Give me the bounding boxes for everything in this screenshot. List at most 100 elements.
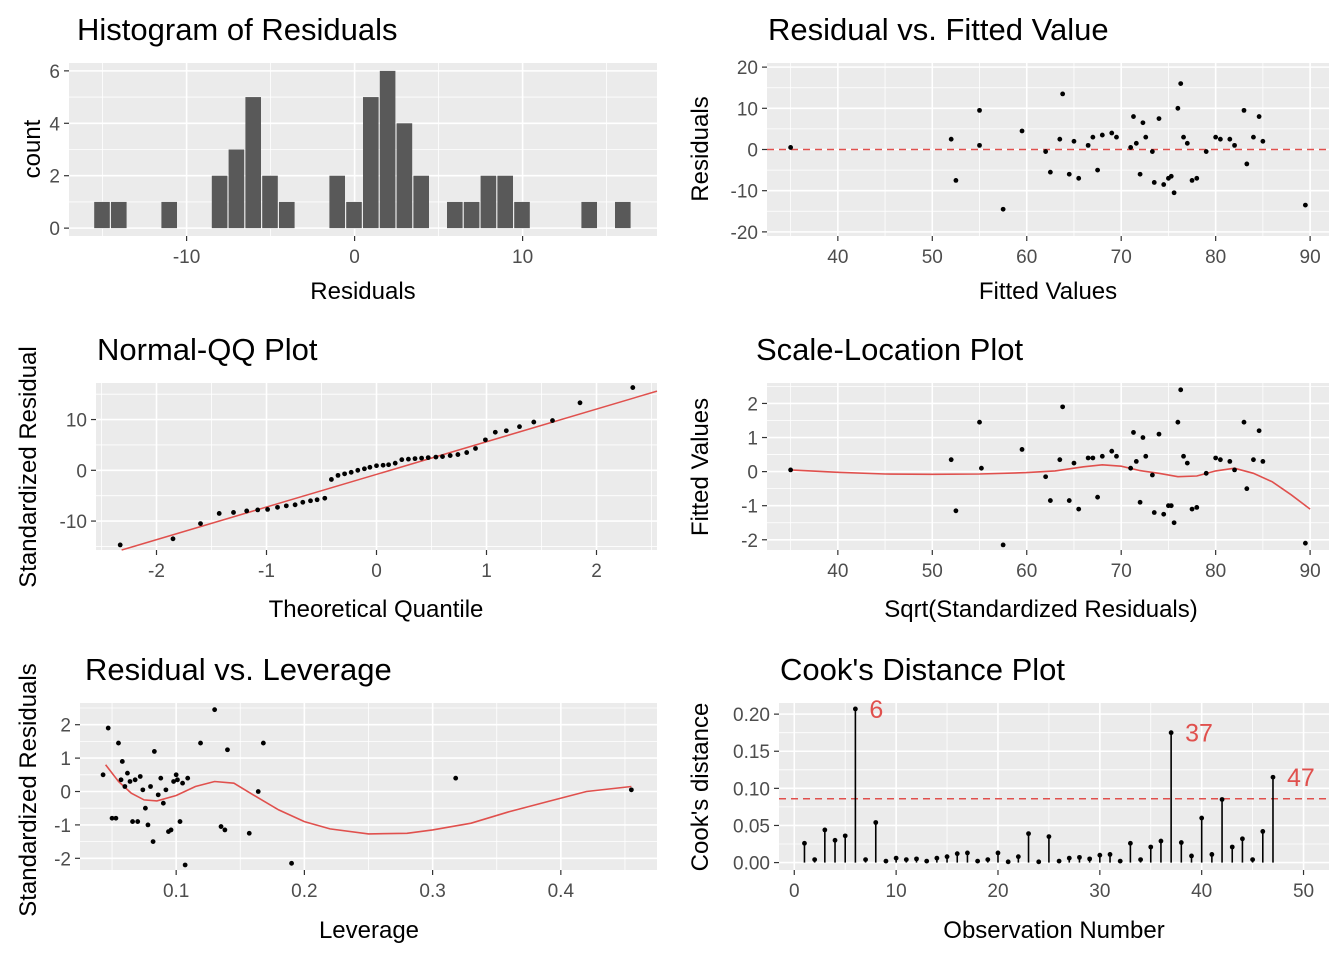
qq-point — [550, 418, 555, 423]
cooks-point — [802, 840, 807, 846]
leverage-point — [122, 784, 128, 789]
sl-y-tick-label: 0 — [747, 463, 758, 484]
qq-x-label: Theoretical Quantile — [269, 596, 484, 623]
scale-location-point — [1251, 457, 1256, 463]
qq-point — [406, 456, 411, 462]
ck-y-tick-label: 0.05 — [733, 816, 770, 837]
cooks-point — [985, 857, 991, 863]
leverage-point — [140, 787, 146, 793]
scale-location-point — [948, 457, 954, 463]
sl-x-tick-label: 80 — [1205, 561, 1226, 582]
residual-fitted-title: Residual vs. Fitted Value — [768, 12, 1109, 47]
scale-location-point — [1244, 486, 1250, 492]
residual-point — [1047, 169, 1053, 175]
scale-location-point — [1171, 520, 1177, 526]
hist-x-tick-label: 0 — [349, 247, 360, 268]
residual-point — [1066, 171, 1072, 177]
residual-point — [1232, 142, 1237, 148]
qq-point — [492, 429, 498, 435]
scale-location-point — [1131, 430, 1136, 435]
qq-point — [255, 507, 261, 513]
scale-location-panel: Scale-Location Plot 40 50 60 70 80 90 -2 -1 0 1 2… — [672, 320, 1344, 640]
scale-location-point — [1071, 460, 1077, 466]
residual-point — [1181, 134, 1186, 140]
residual-point — [1090, 134, 1096, 140]
ck-x-tick-label: 10 — [886, 881, 907, 902]
cooks-distance-plot-area — [779, 703, 1329, 870]
qq-point — [348, 469, 354, 475]
rf-y-tick-label: -10 — [731, 182, 758, 203]
qq-point — [447, 453, 453, 458]
cooks-outlier-label: 47 — [1287, 764, 1315, 792]
cooks-point — [1036, 859, 1042, 865]
ck-y-tick-label: 0.10 — [733, 779, 770, 800]
cooks-point — [975, 858, 981, 864]
scale-location-point — [1168, 503, 1174, 509]
scale-location-point — [953, 508, 959, 514]
cooks-point — [1240, 836, 1245, 842]
residual-point — [1114, 134, 1119, 140]
cooks-point — [954, 851, 960, 857]
residual-point — [1203, 149, 1209, 154]
histogram-bar — [346, 201, 362, 229]
scale-location-point — [1151, 510, 1157, 515]
histogram-bar — [447, 201, 463, 229]
scale-location-point — [1109, 448, 1115, 454]
sl-x-tick-label: 50 — [922, 561, 943, 582]
residual-point — [1244, 161, 1250, 167]
ck-x-tick-label: 20 — [987, 881, 1008, 902]
leverage-point — [453, 775, 459, 781]
residual-point — [1217, 136, 1223, 142]
cooks-outlier-label: 6 — [869, 696, 883, 724]
scale-location-point — [1114, 453, 1119, 459]
sl-y-tick-label: -2 — [741, 531, 758, 552]
leverage-point — [173, 772, 179, 778]
rl-y-tick-label: 0 — [60, 783, 71, 804]
leverage-point — [116, 740, 121, 746]
qq-point — [392, 460, 398, 466]
qq-point — [386, 462, 391, 468]
scale-location-point — [1256, 428, 1262, 434]
rf-y-tick-label: -20 — [731, 223, 758, 244]
residual-point — [948, 136, 954, 142]
cooks-point — [822, 827, 828, 833]
residual-fitted-y-label: Residuals — [687, 96, 714, 201]
qq-point — [362, 466, 367, 472]
cooks-point — [832, 837, 838, 843]
histogram-bar — [111, 201, 127, 229]
residual-point — [1241, 107, 1247, 113]
qq-reference-line — [121, 390, 658, 551]
residual-point — [1302, 202, 1308, 208]
qq-point — [216, 511, 222, 516]
residual-point — [1137, 171, 1143, 177]
scale-location-point — [1090, 455, 1096, 461]
leverage-point — [148, 784, 153, 789]
qq-x-tick-label: -1 — [258, 561, 275, 582]
residual-point — [1251, 134, 1256, 140]
qq-point — [464, 450, 470, 455]
scale-location-point — [1000, 542, 1006, 548]
qq-point — [314, 497, 320, 503]
cooks-point — [1046, 834, 1052, 839]
qq-point — [380, 462, 386, 468]
scale-location-point — [1203, 470, 1209, 476]
qq-title: Normal-QQ Plot — [97, 332, 318, 367]
qq-point — [308, 498, 313, 504]
histogram-bar — [94, 201, 110, 229]
qq-point — [244, 508, 250, 514]
cooks-point — [1148, 844, 1154, 850]
scale-location-point — [1260, 458, 1266, 464]
qq-point — [412, 456, 418, 462]
qq-point — [329, 477, 334, 482]
qq-point — [342, 471, 347, 477]
leverage-point — [246, 830, 252, 836]
leverage-point — [171, 779, 177, 784]
leverage-point — [185, 775, 191, 781]
scale-location-chart: Scale-Location Plot 40 50 60 70 80 90 -2 -1 0 1 2… — [687, 332, 1329, 623]
leverage-point — [255, 789, 261, 794]
leverage-point — [260, 740, 266, 746]
residual-point — [1213, 134, 1219, 140]
qq-point — [283, 503, 289, 509]
qq-point — [170, 536, 176, 542]
